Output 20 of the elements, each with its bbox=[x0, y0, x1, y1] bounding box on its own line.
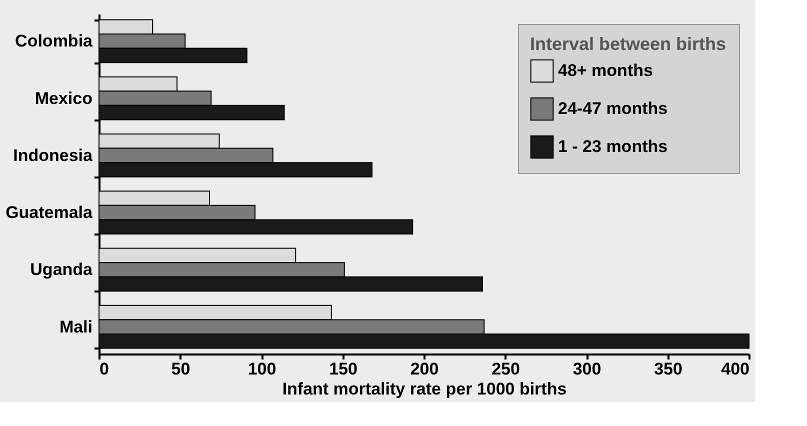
x-tick-label: 200 bbox=[410, 360, 439, 378]
x-tick-label: 300 bbox=[572, 360, 602, 378]
x-tick-label: 100 bbox=[248, 360, 276, 378]
legend-label: 1 - 23 months bbox=[558, 137, 668, 156]
legend-label: 24-47 months bbox=[558, 99, 668, 118]
y-tick-label: Uganda bbox=[30, 260, 94, 280]
y-tick-label: Mexico bbox=[34, 88, 92, 108]
legend-title: Interval between births bbox=[530, 34, 726, 54]
y-tick-label: Colombia bbox=[15, 32, 94, 51]
x-tick-label: 0 bbox=[100, 360, 109, 378]
x-tick-label: 350 bbox=[654, 360, 682, 378]
x-tick-label: 50 bbox=[171, 360, 190, 378]
y-tick-label: Guatemala bbox=[6, 203, 94, 222]
x-tick-label: 400 bbox=[721, 360, 750, 378]
x-tick-label: 150 bbox=[329, 360, 358, 378]
y-tick-label: Indonesia bbox=[13, 146, 94, 165]
y-tick-label: Mali bbox=[59, 317, 92, 336]
x-axis-title: Infant mortality rate per 1000 births bbox=[282, 380, 567, 398]
x-tick-label: 250 bbox=[492, 360, 520, 378]
legend-label: 48+ months bbox=[558, 61, 653, 80]
